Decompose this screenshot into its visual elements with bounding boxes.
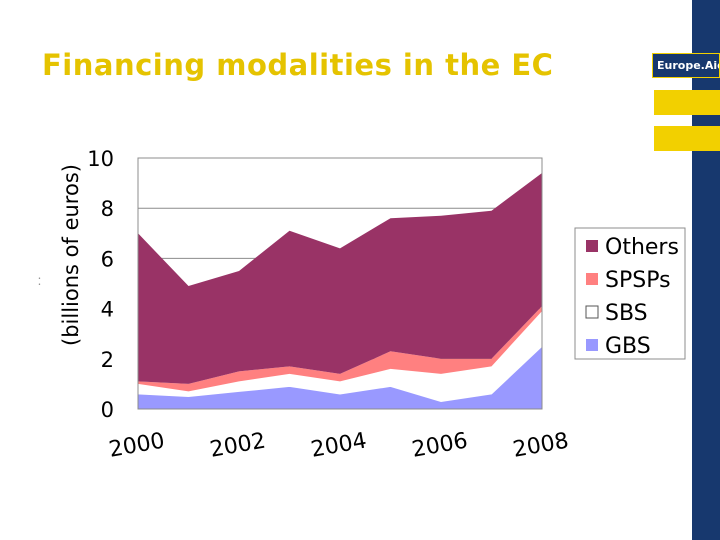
slide-decoration: • • — [38, 276, 41, 288]
europeaid-logo: Europe.Aid — [652, 53, 720, 78]
legend-label-others: Others — [605, 235, 679, 260]
yellow-stripe-1 — [654, 90, 720, 115]
y-tick-4: 4 — [101, 298, 114, 322]
legend-swatch-sbs — [585, 305, 599, 319]
plot-frame — [137, 157, 543, 410]
x-tick-2006: 2006 — [410, 428, 469, 462]
yellow-stripe-2 — [654, 126, 720, 151]
legend-label-sbs: SBS — [605, 301, 648, 326]
y-tick-6: 6 — [101, 247, 114, 271]
x-tick-2000: 2000 — [107, 428, 166, 462]
legend-swatch-others — [586, 240, 598, 252]
legend-label-gbs: GBS — [605, 334, 651, 359]
area-spsps — [138, 306, 542, 392]
x-tick-labels: 2000 2002 2004 2006 2008 — [107, 428, 570, 462]
y-tick-10: 10 — [87, 147, 114, 171]
y-tick-8: 8 — [101, 197, 114, 221]
area-others — [138, 173, 542, 384]
chart-legend: Others SPSPs SBS GBS — [574, 227, 686, 360]
area-gbs — [138, 346, 542, 409]
legend-swatch-gbs — [586, 339, 598, 351]
y-tick-2: 2 — [101, 348, 114, 372]
x-tick-2008: 2008 — [511, 428, 570, 462]
legend-label-spsps: SPSPs — [605, 268, 671, 293]
y-axis-label: (billions of euros) — [59, 164, 83, 346]
legend-swatch-spsps — [586, 273, 598, 285]
x-tick-2002: 2002 — [208, 428, 267, 462]
slide-title: Financing modalities in the EC — [42, 48, 554, 82]
x-tick-2004: 2004 — [309, 428, 368, 462]
y-tick-0: 0 — [101, 398, 114, 422]
y-tick-labels: 0 2 4 6 8 10 — [87, 147, 114, 422]
